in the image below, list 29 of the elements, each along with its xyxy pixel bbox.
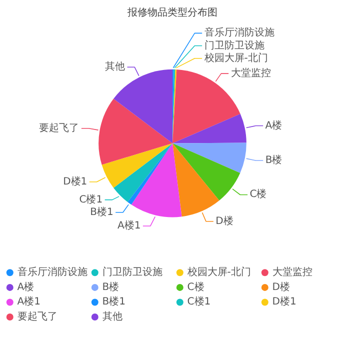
legend-label: D楼: [272, 280, 290, 293]
legend-label: 要起飞了: [17, 310, 58, 323]
legend-label: C楼: [187, 280, 204, 293]
legend-label: B楼1: [102, 296, 126, 308]
slice-label: 门卫防卫设施: [204, 39, 264, 52]
legend-label: 其他: [102, 310, 122, 323]
slice-label: A楼: [265, 119, 282, 132]
slice-label: B楼1: [90, 206, 114, 218]
slice-label: C楼: [250, 188, 267, 200]
slice-label: 大堂监控: [230, 67, 271, 80]
slice-label: C楼1: [79, 193, 103, 206]
legend-label: 音乐厅消防设施: [17, 266, 88, 278]
legend-label: 校园大屏-北门: [186, 266, 251, 278]
slice-label: 校园大屏-北门: [203, 52, 268, 64]
legend-label: B楼: [102, 280, 120, 293]
legend-label: A楼: [17, 280, 34, 293]
legend-label: 门卫防卫设施: [102, 266, 162, 278]
legend-label: C楼1: [187, 296, 211, 308]
slice-label: B楼: [265, 154, 282, 166]
legend-label: D楼1: [272, 296, 296, 308]
slice-label: D楼: [216, 214, 234, 227]
slice-label: 音乐厅消防设施: [204, 26, 274, 39]
slice-label: 要起飞了: [39, 122, 80, 134]
chart-title: 报修物品类型分布图: [126, 6, 218, 18]
legend-label: A楼1: [17, 296, 40, 308]
slice-label: A楼1: [118, 220, 141, 232]
slice-label: D楼1: [63, 175, 88, 188]
slice-label: 其他: [105, 60, 126, 73]
legend-label: 大堂监控: [272, 266, 312, 278]
